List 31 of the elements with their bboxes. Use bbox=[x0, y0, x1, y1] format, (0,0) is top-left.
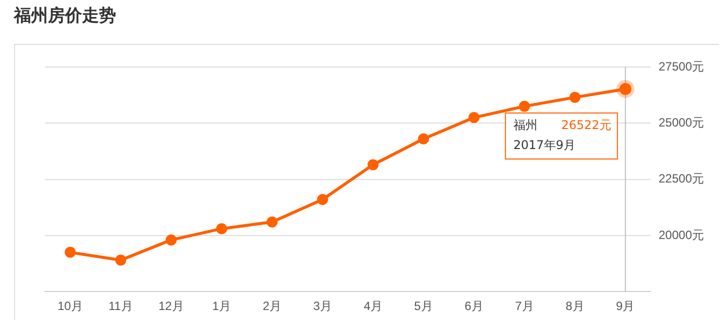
point bbox=[64, 246, 76, 258]
annotation: 2017年9月 bbox=[513, 138, 576, 152]
x-tick-label: 3月 bbox=[313, 299, 332, 314]
x-tick-label: 6月 bbox=[464, 299, 484, 314]
point bbox=[317, 194, 328, 206]
point bbox=[468, 112, 480, 124]
point bbox=[518, 100, 530, 112]
point bbox=[216, 223, 228, 234]
y-tick-label: 20000元 bbox=[658, 228, 704, 242]
point bbox=[418, 133, 430, 144]
x-tick-label: 4月 bbox=[364, 299, 382, 314]
x-tick-label: 10月 bbox=[58, 299, 83, 314]
x-tick-label: 9月 bbox=[616, 299, 635, 314]
series-label: 福州 bbox=[513, 118, 538, 132]
x-tick-label: 5月 bbox=[414, 299, 433, 314]
point bbox=[368, 159, 379, 170]
x-tick-label: 8月 bbox=[566, 299, 584, 314]
x-tick-label: 1月 bbox=[212, 299, 231, 314]
y-tick-label: 27500元 bbox=[658, 59, 704, 74]
x-tick-label: 2月 bbox=[262, 299, 282, 314]
x-tick-label: 11月 bbox=[108, 299, 133, 314]
point bbox=[266, 216, 278, 228]
y-tick-label: 25000元 bbox=[658, 115, 704, 130]
chart-title: 福州房价走势 bbox=[14, 5, 116, 27]
x-tick-label: 7月 bbox=[515, 299, 534, 314]
y-tick-label: 22500元 bbox=[658, 172, 704, 186]
data-label: 26522元 bbox=[561, 118, 612, 132]
point bbox=[115, 254, 126, 266]
x-tick-label: 12月 bbox=[158, 299, 184, 314]
point bbox=[166, 234, 177, 246]
point bbox=[569, 92, 580, 103]
